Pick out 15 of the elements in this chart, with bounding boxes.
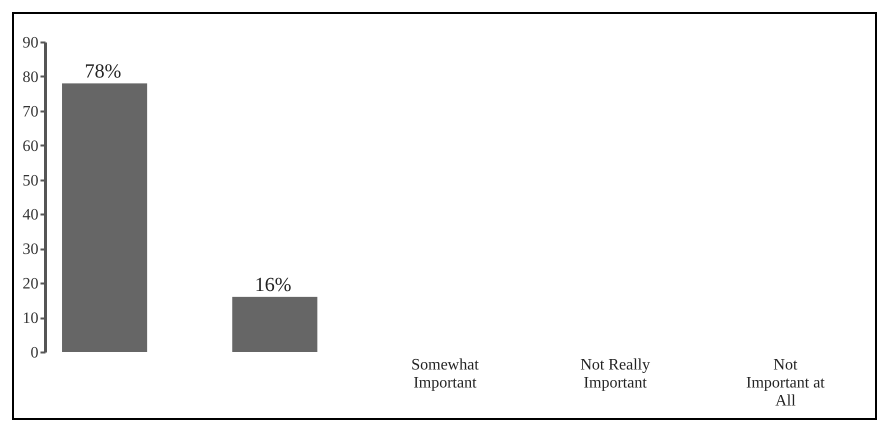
y-tick-label: 40 bbox=[22, 206, 38, 224]
y-tick-label: 30 bbox=[22, 241, 38, 258]
y-tick-label: 90 bbox=[22, 34, 38, 52]
x-tick-label: Not Really Important bbox=[580, 356, 650, 392]
y-tick-label: 60 bbox=[22, 138, 38, 155]
data-label: 78% bbox=[84, 60, 122, 82]
y-tick-label: 50 bbox=[22, 172, 38, 190]
y-tick-label: 80 bbox=[22, 68, 38, 86]
x-tick-label: Somewhat Important bbox=[411, 356, 480, 392]
data-label: 16% bbox=[254, 274, 292, 296]
y-tick-label: 0 bbox=[30, 344, 38, 362]
y-tick-label: 20 bbox=[22, 276, 38, 293]
y-tick-label: 70 bbox=[22, 103, 38, 120]
y-tick-label: 10 bbox=[22, 310, 38, 328]
x-tick-label: Not Important at All bbox=[746, 356, 826, 410]
